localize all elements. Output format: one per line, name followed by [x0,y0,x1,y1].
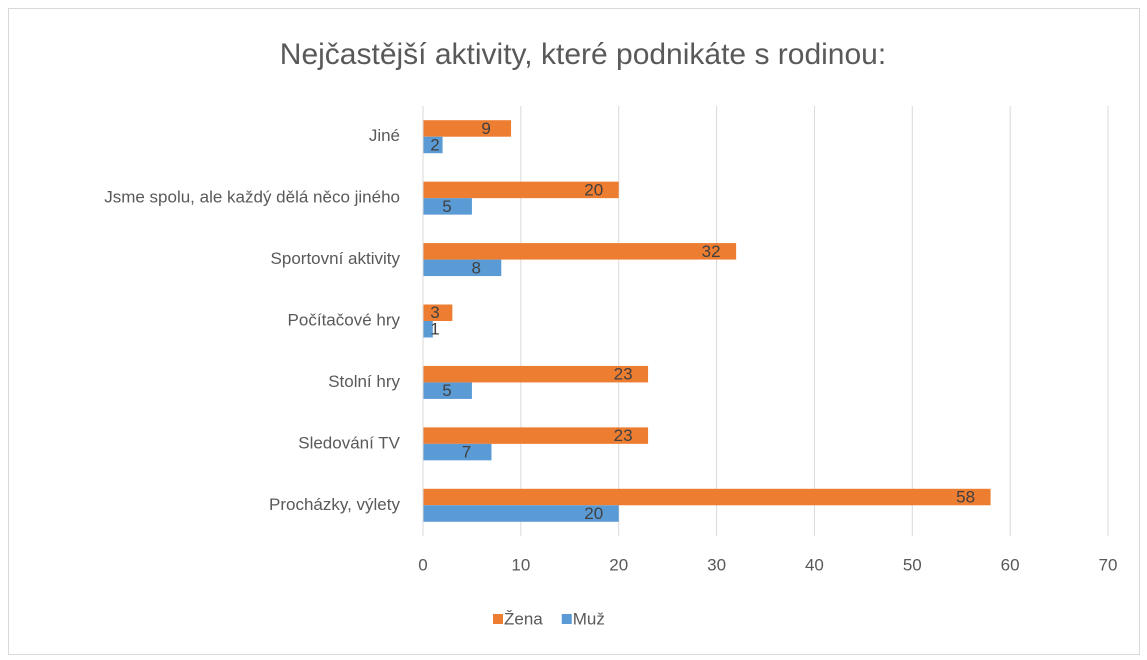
x-tick-label: 40 [805,555,824,574]
x-tick-label: 10 [511,555,530,574]
data-label: 2 [430,135,439,154]
y-tick-label: Jsme spolu, ale každý dělá něco jiného [104,188,400,207]
data-label: 32 [702,242,721,261]
data-label: 7 [462,443,471,462]
legend-label: Muž [573,609,605,628]
x-tick-label: 50 [903,555,922,574]
data-label: 20 [584,180,603,199]
bar [423,443,492,461]
legend-label: Žena [504,609,543,628]
data-label: 3 [430,303,439,322]
y-tick-label: Stolní hry [328,372,400,391]
data-label: 5 [442,381,451,400]
bar [423,120,512,137]
data-label: 23 [614,426,633,445]
bar [423,198,472,215]
x-tick-label: 20 [609,555,628,574]
legend-swatch [561,614,572,624]
data-label: 5 [442,197,451,216]
bar [423,259,502,277]
chart-frame [8,8,1140,655]
y-tick-label: Sledování TV [298,433,400,452]
x-tick-label: 0 [418,555,427,574]
x-tick-label: 60 [1001,555,1020,574]
x-tick-label: 30 [707,555,726,574]
data-label: 1 [430,320,439,339]
data-label: 23 [614,365,633,384]
data-label: 58 [956,488,975,507]
y-tick-label: Počítačové hry [288,310,401,329]
bar [423,365,649,383]
bar [423,382,472,399]
legend-swatch [493,614,503,624]
bar [423,321,433,338]
bar [423,304,453,321]
data-label: 9 [481,119,490,138]
bar [423,181,619,199]
bar [423,505,619,522]
data-label: 20 [584,504,603,523]
y-tick-label: Sportovní aktivity [271,249,401,268]
y-tick-label: Jiné [369,126,400,145]
chart-title: Nejčastější aktivity, které podnikáte s … [280,38,886,71]
x-tick-label: 70 [1099,555,1118,574]
bar [423,488,991,506]
y-tick-label: Procházky, výlety [269,495,401,514]
data-label: 8 [472,258,481,277]
bar [423,243,737,260]
bar [423,136,443,154]
bar [423,427,649,444]
